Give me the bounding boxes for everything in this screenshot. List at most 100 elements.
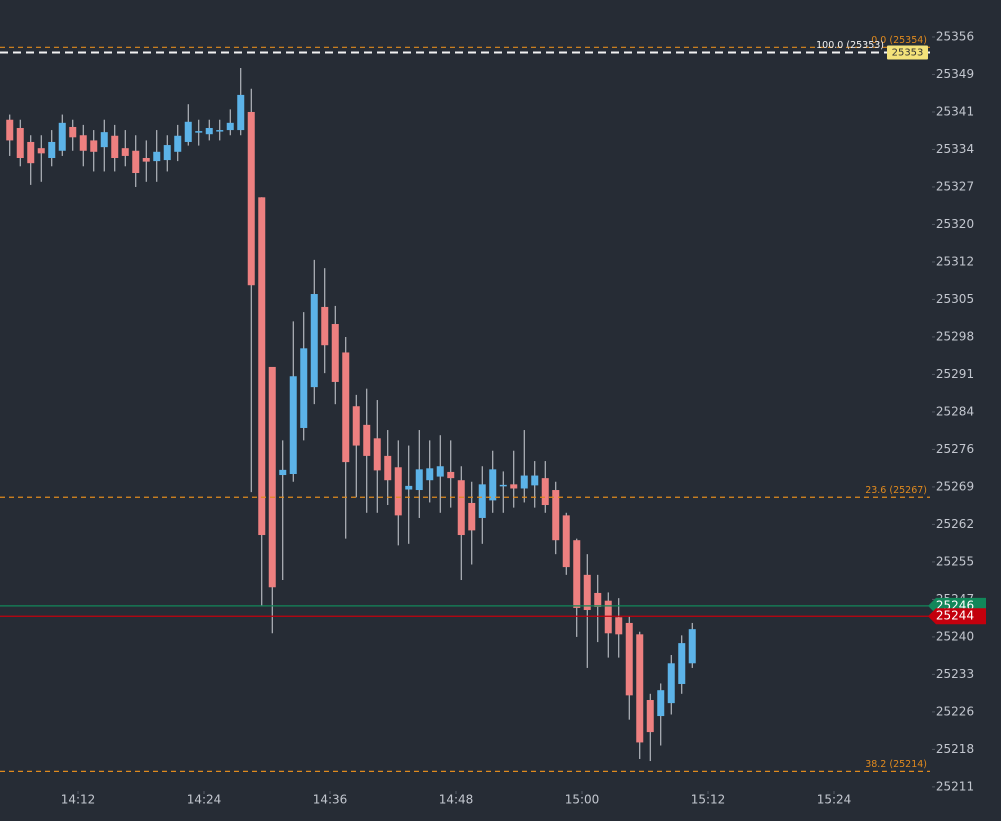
x-tick-label: 14:24 xyxy=(187,793,222,807)
y-tick-label: 25276 xyxy=(936,442,974,456)
candle-body xyxy=(195,131,203,133)
candle-body xyxy=(226,122,234,131)
candle-body xyxy=(216,130,224,132)
candle-body xyxy=(678,643,686,684)
candle-body xyxy=(562,515,570,568)
x-tick-label: 15:24 xyxy=(817,793,852,807)
level-tag xyxy=(887,45,928,60)
candle-body xyxy=(510,484,518,489)
candle-body xyxy=(58,122,66,151)
candle-body xyxy=(531,475,539,486)
candle-body xyxy=(237,94,245,131)
candle-body xyxy=(646,700,654,733)
candle-body xyxy=(111,135,119,158)
candle-body xyxy=(258,197,266,536)
candle-body xyxy=(489,469,497,501)
candle-body xyxy=(205,128,213,135)
y-tick-label: 25327 xyxy=(936,179,974,193)
level-tag-label: 25353 xyxy=(892,47,924,58)
candle-body xyxy=(352,406,360,446)
y-tick-label: 25211 xyxy=(936,779,974,793)
candle-body xyxy=(16,128,24,158)
candle-body xyxy=(573,540,581,608)
y-tick-label: 25305 xyxy=(936,292,974,306)
y-tick-label: 25334 xyxy=(936,142,974,156)
candle-body xyxy=(90,140,98,152)
y-tick-label: 25341 xyxy=(936,104,974,118)
level-label: 23.6 (25267) xyxy=(865,485,927,496)
x-tick-label: 15:00 xyxy=(565,793,600,807)
candle-body xyxy=(447,471,455,479)
candle-body xyxy=(436,466,444,477)
candle-body xyxy=(184,121,192,142)
candle-body xyxy=(279,469,287,476)
price-tag-label: 25244 xyxy=(936,609,974,623)
candle-body xyxy=(405,485,413,490)
candle-body xyxy=(132,150,140,173)
candle-body xyxy=(48,141,56,158)
price-tag xyxy=(928,608,986,625)
candle-body xyxy=(310,294,318,388)
y-tick-label: 25284 xyxy=(936,404,974,418)
y-tick-label: 25291 xyxy=(936,367,974,381)
candle-body xyxy=(384,455,392,481)
candle-body xyxy=(37,148,45,154)
candle-body xyxy=(499,484,507,487)
candle-body xyxy=(142,158,150,162)
candle-body xyxy=(426,468,434,481)
candle-body xyxy=(268,366,276,588)
y-tick-label: 25349 xyxy=(936,67,974,81)
candle-body xyxy=(331,324,339,382)
y-tick-label: 25262 xyxy=(936,517,974,531)
candle-body xyxy=(373,438,381,471)
y-tick-label: 25218 xyxy=(936,742,974,756)
candle-body xyxy=(153,151,161,162)
candle-body xyxy=(594,592,602,607)
candle-body xyxy=(6,119,14,141)
candle-body xyxy=(415,469,423,491)
candle-body xyxy=(363,424,371,456)
candle-body xyxy=(667,663,675,704)
level-label: 100.0 (25353) xyxy=(816,40,884,51)
candle-body xyxy=(657,690,665,717)
candle-body xyxy=(615,617,623,635)
level-label: 38.2 (25214) xyxy=(865,759,927,770)
y-tick-label: 25255 xyxy=(936,554,974,568)
candle-body xyxy=(688,629,696,664)
x-tick-label: 14:36 xyxy=(313,793,348,807)
candle-body xyxy=(468,502,476,531)
candle-body xyxy=(604,600,612,634)
candle-body xyxy=(583,574,591,611)
candle-body xyxy=(636,634,644,743)
candle-body xyxy=(300,348,308,428)
y-tick-label: 25240 xyxy=(936,629,974,643)
candle-body xyxy=(163,145,171,161)
candles xyxy=(6,68,696,762)
candle-body xyxy=(552,490,560,541)
candle-body xyxy=(625,622,633,696)
x-tick-label: 14:12 xyxy=(61,793,96,807)
candle-body xyxy=(27,141,35,164)
y-tick-label: 25226 xyxy=(936,704,974,718)
candle-body xyxy=(457,480,465,536)
y-tick-label: 25312 xyxy=(936,254,974,268)
y-tick-label: 25269 xyxy=(936,479,974,493)
y-tick-label: 25233 xyxy=(936,667,974,681)
candle-body xyxy=(247,111,255,286)
level-label: 0.0 (25354) xyxy=(871,35,927,46)
candle-body xyxy=(394,467,402,516)
candle-body xyxy=(289,376,297,474)
candle-body xyxy=(174,135,182,152)
candle-body xyxy=(478,484,486,518)
x-tick-label: 14:48 xyxy=(439,793,474,807)
candle-body xyxy=(100,132,108,148)
candle-body xyxy=(541,478,549,506)
y-tick-label: 25320 xyxy=(936,217,974,231)
candle-body xyxy=(321,306,329,346)
candle-body xyxy=(79,135,87,151)
x-tick-label: 15:12 xyxy=(691,793,726,807)
candle-body xyxy=(520,475,528,489)
candle-body xyxy=(121,148,129,156)
